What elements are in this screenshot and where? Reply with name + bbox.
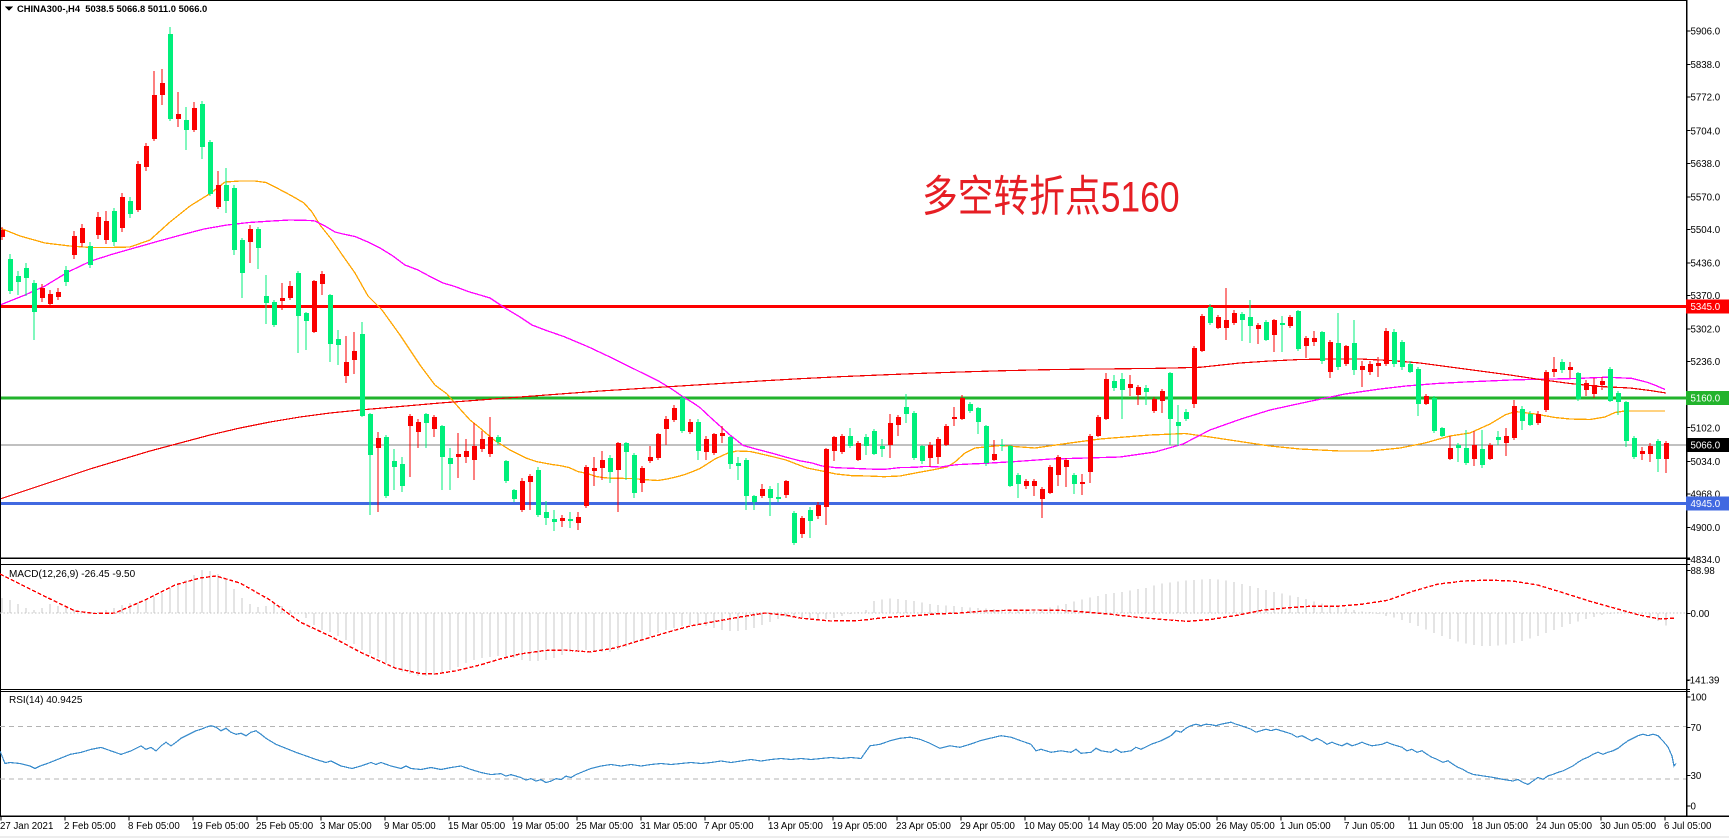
svg-text:19 Feb 05:00: 19 Feb 05:00	[192, 821, 250, 832]
svg-text:88.98: 88.98	[1691, 566, 1715, 577]
svg-text:4900.0: 4900.0	[1691, 523, 1721, 534]
svg-text:5838.0: 5838.0	[1691, 60, 1721, 71]
svg-text:5345.0: 5345.0	[1691, 302, 1721, 313]
svg-text:20 May 05:00: 20 May 05:00	[1152, 821, 1211, 832]
svg-text:5638.0: 5638.0	[1691, 159, 1721, 170]
svg-text:25 Feb 05:00: 25 Feb 05:00	[256, 821, 314, 832]
svg-text:5436.0: 5436.0	[1691, 259, 1721, 270]
svg-text:-141.39: -141.39	[1687, 676, 1720, 687]
svg-text:23 Apr 05:00: 23 Apr 05:00	[896, 821, 952, 832]
svg-text:9 Mar 05:00: 9 Mar 05:00	[384, 821, 436, 832]
svg-text:8 Feb 05:00: 8 Feb 05:00	[128, 821, 180, 832]
svg-text:26 May 05:00: 26 May 05:00	[1216, 821, 1275, 832]
svg-text:15 Mar 05:00: 15 Mar 05:00	[448, 821, 506, 832]
svg-text:CHINA300-,H4 5038.5 5066.8 50: CHINA300-,H4 5038.5 5066.8 5011.0 5066.0	[17, 3, 207, 14]
svg-text:5772.0: 5772.0	[1691, 93, 1721, 104]
svg-text:5102.0: 5102.0	[1691, 423, 1721, 434]
svg-text:5704.0: 5704.0	[1691, 126, 1721, 137]
svg-text:5236.0: 5236.0	[1691, 357, 1721, 368]
svg-text:6 Jul 05:00: 6 Jul 05:00	[1664, 821, 1712, 832]
svg-text:25 Mar 05:00: 25 Mar 05:00	[576, 821, 634, 832]
svg-text:5370.0: 5370.0	[1691, 291, 1721, 302]
svg-text:18 Jun 05:00: 18 Jun 05:00	[1472, 821, 1529, 832]
svg-text:29 Apr 05:00: 29 Apr 05:00	[960, 821, 1016, 832]
svg-text:0: 0	[1691, 802, 1697, 813]
svg-text:7 Apr 05:00: 7 Apr 05:00	[704, 821, 754, 832]
svg-text:24 Jun 05:00: 24 Jun 05:00	[1536, 821, 1593, 832]
svg-text:5160: 5160	[1101, 174, 1180, 222]
svg-text:10 May 05:00: 10 May 05:00	[1024, 821, 1083, 832]
svg-text:27 Jan 2021: 27 Jan 2021	[0, 821, 53, 832]
svg-text:13 Apr 05:00: 13 Apr 05:00	[768, 821, 824, 832]
svg-text:100: 100	[1691, 693, 1708, 704]
svg-text:7 Jun 05:00: 7 Jun 05:00	[1344, 821, 1395, 832]
svg-text:1 Jun 05:00: 1 Jun 05:00	[1280, 821, 1331, 832]
svg-text:19 Mar 05:00: 19 Mar 05:00	[512, 821, 570, 832]
svg-text:4945.0: 4945.0	[1691, 499, 1721, 510]
svg-text:4968.0: 4968.0	[1691, 489, 1721, 500]
svg-text:MACD(12,26,9) -26.45 -9.50: MACD(12,26,9) -26.45 -9.50	[9, 569, 136, 580]
svg-text:5504.0: 5504.0	[1691, 225, 1721, 236]
svg-text:5160.0: 5160.0	[1691, 394, 1721, 405]
svg-text:31 Mar 05:00: 31 Mar 05:00	[640, 821, 698, 832]
svg-text:5034.0: 5034.0	[1691, 457, 1721, 468]
svg-text:70: 70	[1691, 723, 1702, 734]
svg-text:5066.0: 5066.0	[1691, 440, 1721, 451]
svg-text:19 Apr 05:00: 19 Apr 05:00	[832, 821, 888, 832]
svg-text:11 Jun 05:00: 11 Jun 05:00	[1408, 821, 1464, 832]
svg-text:2 Feb 05:00: 2 Feb 05:00	[64, 821, 116, 832]
svg-text:5302.0: 5302.0	[1691, 325, 1721, 336]
svg-text:0.00: 0.00	[1691, 609, 1710, 620]
svg-text:30: 30	[1691, 771, 1702, 782]
svg-text:4834.0: 4834.0	[1691, 555, 1721, 566]
svg-text:3 Mar 05:00: 3 Mar 05:00	[320, 821, 372, 832]
svg-text:14 May 05:00: 14 May 05:00	[1088, 821, 1147, 832]
svg-text:30 Jun 05:00: 30 Jun 05:00	[1600, 821, 1657, 832]
svg-text:RSI(14) 40.9425: RSI(14) 40.9425	[9, 695, 83, 706]
svg-text:5906.0: 5906.0	[1691, 27, 1721, 38]
svg-text:5570.0: 5570.0	[1691, 192, 1721, 203]
